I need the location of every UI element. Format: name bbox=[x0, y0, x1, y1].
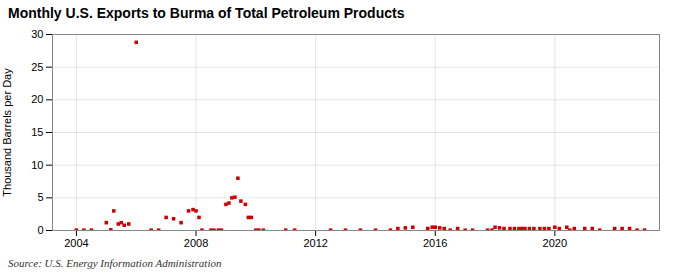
svg-text:Thousand Barrels per Day: Thousand Barrels per Day bbox=[1, 68, 13, 197]
svg-text:0: 0 bbox=[37, 224, 43, 236]
html-text:Source: U.S. Energy Informatio: Source: U.S. Energy Information Administ… bbox=[8, 257, 222, 269]
svg-text:25: 25 bbox=[31, 61, 43, 73]
svg-text:30: 30 bbox=[31, 28, 43, 40]
svg-text:5: 5 bbox=[37, 191, 43, 203]
svg-text:2008: 2008 bbox=[184, 237, 208, 249]
svg-text:2016: 2016 bbox=[423, 237, 447, 249]
html-text:Monthly U.S. Exports to Burma: Monthly U.S. Exports to Burma of Total P… bbox=[8, 5, 405, 21]
svg-text:2020: 2020 bbox=[543, 237, 567, 249]
svg-text:2004: 2004 bbox=[64, 237, 88, 249]
svg-text:20: 20 bbox=[31, 93, 43, 105]
svg-text:10: 10 bbox=[31, 159, 43, 171]
svg-text:2012: 2012 bbox=[303, 237, 327, 249]
svg-text:15: 15 bbox=[31, 126, 43, 138]
